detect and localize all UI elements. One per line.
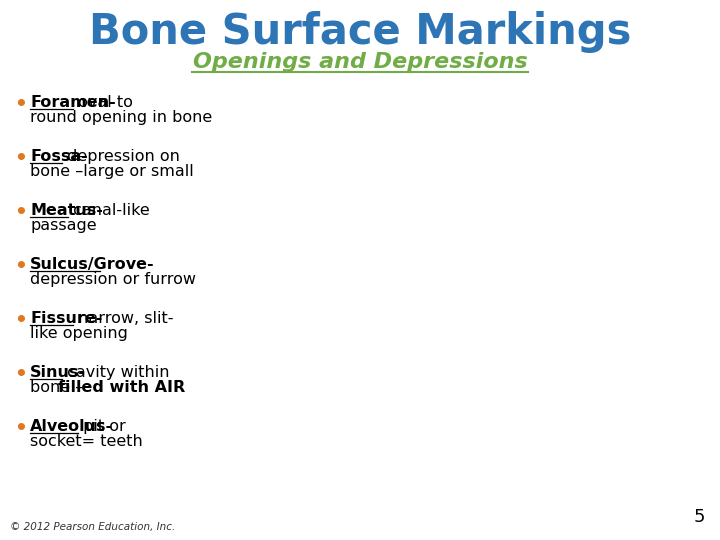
Text: •: •	[14, 311, 27, 330]
Text: Fissure-: Fissure-	[30, 311, 102, 326]
Text: round opening in bone: round opening in bone	[30, 110, 212, 125]
Text: © 2012 Pearson Education, Inc.: © 2012 Pearson Education, Inc.	[10, 522, 175, 532]
Text: Sulcus/Grove-: Sulcus/Grove-	[30, 257, 155, 272]
Text: depression on: depression on	[63, 149, 180, 164]
Text: canal-like: canal-like	[68, 203, 150, 218]
Text: Bone Surface Markings: Bone Surface Markings	[89, 11, 631, 53]
Text: •: •	[14, 257, 27, 276]
Text: Foramen-: Foramen-	[30, 95, 116, 110]
Text: bone –large or small: bone –large or small	[30, 164, 194, 179]
Text: pit or: pit or	[78, 419, 126, 434]
Text: Meatus-: Meatus-	[30, 203, 103, 218]
Text: •: •	[14, 365, 27, 384]
Text: 5: 5	[693, 508, 705, 526]
Text: •: •	[14, 203, 27, 222]
Text: •: •	[14, 149, 27, 168]
Text: bone –: bone –	[30, 380, 84, 395]
Text: passage: passage	[30, 218, 96, 233]
Text: like opening: like opening	[30, 326, 128, 341]
Text: depression or furrow: depression or furrow	[30, 272, 196, 287]
Text: cavity within: cavity within	[63, 365, 170, 380]
Text: socket= teeth: socket= teeth	[30, 434, 143, 449]
Text: Alveolus-: Alveolus-	[30, 419, 113, 434]
Text: Openings and Depressions: Openings and Depressions	[193, 52, 527, 72]
Text: Sinus-: Sinus-	[30, 365, 86, 380]
Text: narrow, slit-: narrow, slit-	[73, 311, 174, 326]
Text: oval to: oval to	[73, 95, 133, 110]
Text: •: •	[14, 95, 27, 114]
Text: •: •	[14, 419, 27, 438]
Text: Fossa-: Fossa-	[30, 149, 88, 164]
Text: filled with AIR: filled with AIR	[58, 380, 185, 395]
